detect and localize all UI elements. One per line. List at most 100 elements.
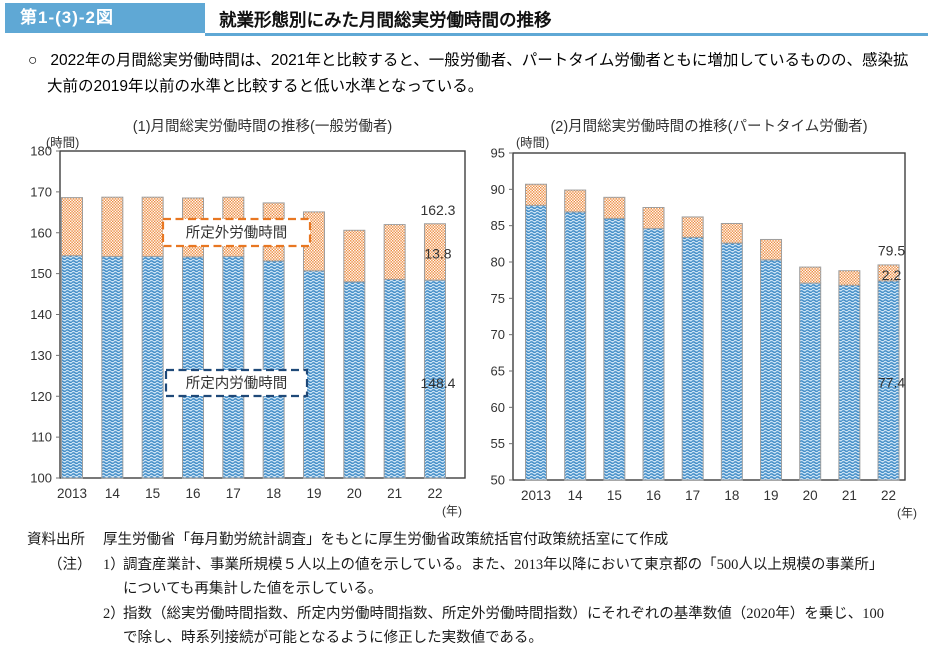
page-title: 就業形態別にみた月間総実労働時間の推移 — [219, 10, 552, 30]
footer-notes: 資料出所 厚生労働省「毎月勤労統計調査」をもとに厚生労働省政策統括官付政策統括室… — [27, 528, 917, 651]
note-text: 調査産業計、事業所規模５人以上の値を示している。また、2013年以降において東京… — [123, 556, 884, 598]
bar-scheduled-segment — [101, 255, 124, 479]
bar-overtime-segment — [61, 197, 83, 257]
bullet-circle-icon: ○ — [28, 52, 38, 69]
y-tick-label: 85 — [491, 218, 505, 233]
y-tick-label: 140 — [30, 307, 52, 322]
x-unit-label: (年) — [897, 506, 917, 520]
x-axis-label: 18 — [724, 488, 739, 503]
y-tick-label: 80 — [491, 255, 505, 270]
bar-scheduled-segment — [838, 284, 861, 481]
x-axis-label: 17 — [685, 488, 700, 503]
annotation-value: 2.2 — [882, 267, 902, 283]
figure-number-badge: 第1-(3)-2図 — [5, 3, 205, 33]
x-axis-label: 22 — [881, 488, 896, 503]
x-axis-label: 21 — [387, 486, 402, 501]
source-row: 資料出所 厚生労働省「毎月勤労統計調査」をもとに厚生労働省政策統括官付政策統括室… — [27, 528, 917, 553]
title-underline — [205, 33, 928, 36]
bar-overtime-segment — [877, 264, 900, 282]
bar-scheduled-segment — [343, 281, 366, 479]
bar-scheduled-segment — [642, 228, 665, 481]
summary-paragraph: ○ 2022年の月間総実労働時間は、2021年と比較すると、一般労働者、パートタイ… — [28, 48, 919, 99]
x-axis-label: 19 — [764, 488, 779, 503]
x-axis-label: 20 — [347, 486, 362, 501]
bar-scheduled-segment — [681, 236, 704, 481]
bar-scheduled-segment — [222, 255, 245, 479]
notes-list: 1） 調査産業計、事業所規模５人以上の値を示している。また、2013年以降におい… — [103, 553, 917, 651]
y-tick-label: 55 — [491, 436, 505, 451]
bar-scheduled-segment — [61, 255, 83, 479]
x-unit-label: (年) — [442, 504, 462, 518]
notes-row: （注） 1） 調査産業計、事業所規模５人以上の値を示している。また、2013年以… — [27, 553, 917, 651]
legend-label: 所定外労働時間 — [186, 225, 288, 242]
chart-title: (2)月間総実労働時間の推移(パートタイム労働者) — [550, 118, 867, 135]
y-tick-label: 95 — [491, 146, 505, 161]
x-axis-label: 18 — [266, 486, 281, 501]
annotation-value: 13.8 — [424, 246, 451, 262]
y-tick-label: 100 — [30, 471, 52, 486]
y-unit-label: (時間) — [46, 136, 79, 150]
plot-border — [512, 152, 906, 481]
bar-overtime-segment — [383, 224, 406, 280]
note-label: （注） — [48, 556, 92, 573]
bar-scheduled-segment — [383, 278, 406, 479]
y-tick-label: 170 — [30, 184, 52, 199]
bar-scheduled-segment — [720, 242, 743, 481]
source-label: 資料出所 — [27, 532, 85, 548]
bar-overtime-segment — [343, 229, 366, 283]
bar-scheduled-segment — [181, 256, 204, 479]
bar-overtime-segment — [525, 183, 547, 206]
y-tick-label: 120 — [30, 389, 52, 404]
bar-scheduled-segment — [525, 204, 547, 481]
x-axis-label: 2013 — [57, 486, 87, 501]
annotation-value: 148.4 — [420, 375, 455, 391]
bar-overtime-segment — [799, 266, 822, 284]
y-tick-label: 180 — [30, 144, 52, 159]
x-axis-label: 16 — [646, 488, 661, 503]
legend-label: 所定内労働時間 — [186, 375, 288, 392]
source-text: 厚生労働省「毎月勤労統計調査」をもとに厚生労働省政策統括官付政策統括室にて作成 — [103, 532, 669, 548]
x-axis-label: 14 — [568, 488, 584, 503]
legend-box-scheduled — [164, 368, 309, 398]
annotation-value: 77.4 — [878, 375, 905, 391]
x-axis-label: 16 — [185, 486, 200, 501]
x-axis-label: 19 — [306, 486, 321, 501]
bar-overtime-segment — [423, 223, 446, 281]
y-tick-label: 160 — [30, 225, 52, 240]
y-tick-label: 60 — [491, 400, 505, 415]
chart-part-time-workers: (2)月間総実労働時間の推移(パートタイム労働者)(時間) 50 55 60 65 70 7… — [491, 118, 917, 520]
x-axis-label: 2013 — [521, 488, 551, 503]
x-axis-label: 21 — [842, 488, 857, 503]
annotation-value: 79.5 — [878, 242, 905, 258]
bar-overtime-segment — [642, 207, 665, 230]
y-tick-label: 75 — [491, 291, 505, 306]
bar-overtime-segment — [838, 270, 861, 286]
bar-overtime-segment — [141, 196, 164, 257]
y-unit-label: (時間) — [516, 136, 549, 150]
bar-scheduled-segment — [141, 255, 164, 479]
note-text: 指数（総実労働時間指数、所定内労働時間指数、所定外労働時間指数）にそれぞれの基準… — [123, 605, 884, 647]
bar-overtime-segment — [564, 189, 587, 213]
x-axis-label: 15 — [145, 486, 160, 501]
bar-overtime-segment — [760, 238, 783, 261]
chart-title: (1)月間総実労働時間の推移(一般労働者) — [133, 118, 392, 135]
bar-overtime-segment — [681, 216, 704, 238]
y-tick-label: 90 — [491, 182, 505, 197]
note-number: 1） — [103, 556, 125, 573]
x-axis-label: 15 — [607, 488, 622, 503]
bar-overtime-segment — [720, 222, 743, 244]
y-tick-label: 130 — [30, 348, 52, 363]
y-tick-label: 65 — [491, 364, 505, 379]
x-axis-label: 14 — [105, 486, 121, 501]
bar-scheduled-segment — [564, 211, 587, 481]
chart-general-workers: (1)月間総実労働時間の推移(一般労働者) (時間) 100 110 120 130 140… — [30, 118, 466, 518]
y-tick-label: 110 — [31, 430, 52, 445]
annotation-value: 162.3 — [420, 202, 455, 218]
x-axis-label: 22 — [427, 486, 442, 501]
bar-overtime-segment — [603, 196, 626, 219]
bar-scheduled-segment — [760, 259, 783, 481]
x-axis-label: 17 — [226, 486, 241, 501]
bar-scheduled-segment — [799, 282, 822, 481]
legend-box-overtime — [161, 217, 312, 248]
